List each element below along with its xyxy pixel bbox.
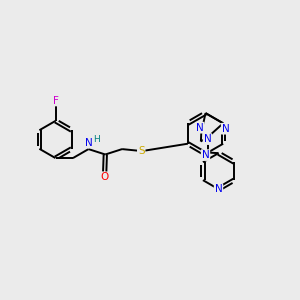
Text: N: N [204,134,212,144]
Text: O: O [100,172,109,182]
Text: N: N [196,123,204,133]
Text: N: N [202,150,209,160]
Text: N: N [85,137,93,148]
Text: N: N [222,124,230,134]
Text: S: S [138,146,145,156]
Text: N: N [214,184,222,194]
Text: H: H [94,135,100,144]
Text: F: F [52,95,59,106]
